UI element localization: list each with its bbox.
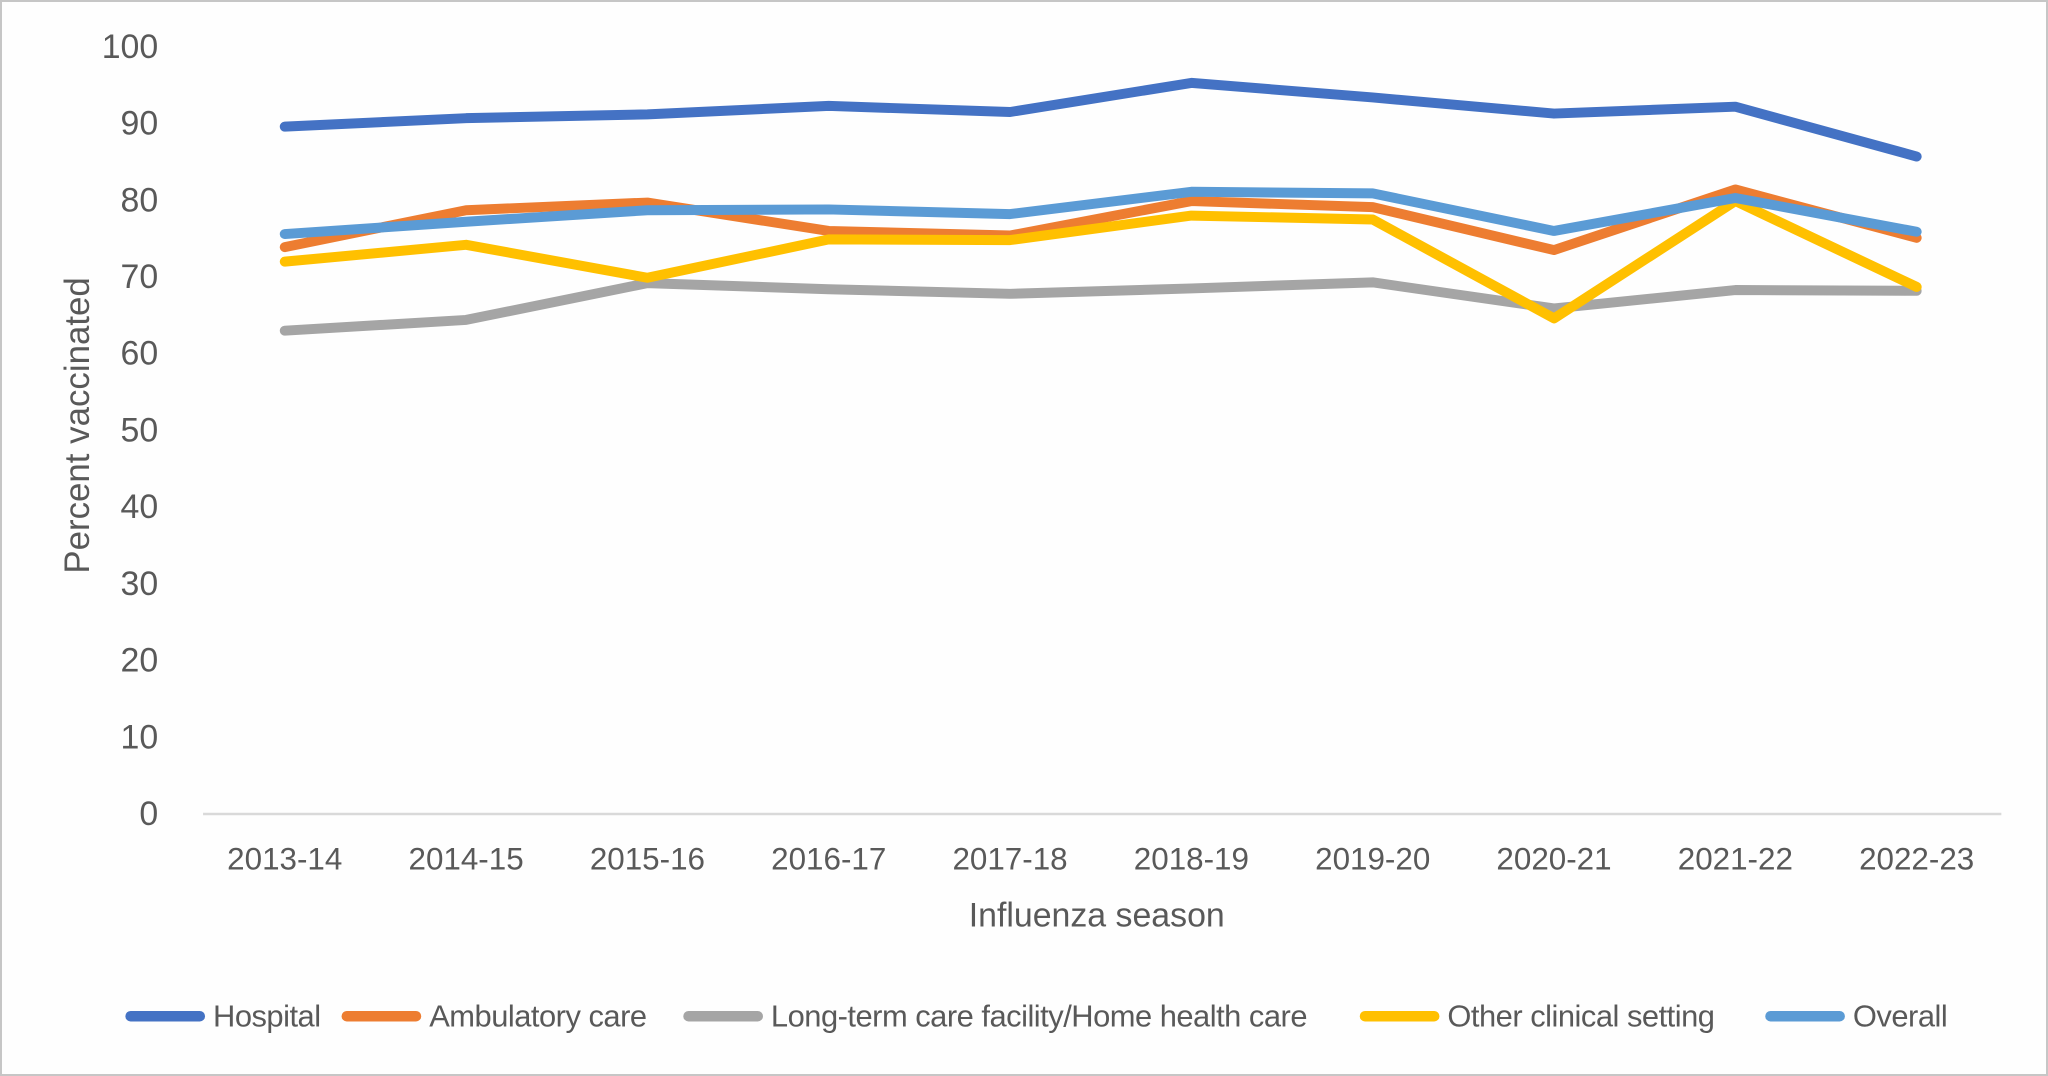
y-tick-label-50: 50 <box>121 411 159 449</box>
legend-swatch <box>683 1010 763 1022</box>
series-line-other-clinical-setting <box>279 196 1922 324</box>
x-tick-label-2015-16: 2015-16 <box>590 841 705 876</box>
x-tick-label-2017-18: 2017-18 <box>952 841 1067 876</box>
x-axis-tick-labels: 2013-14 2014-15 2015-16 2016-17 2017-18 2018-… <box>227 841 1974 876</box>
legend-swatch <box>125 1010 206 1022</box>
legend-item-overall: Overall <box>1765 999 1948 1034</box>
series-line-ambulatory-care <box>279 184 1922 256</box>
legend-label: Overall <box>1853 999 1947 1034</box>
x-tick-label-2018-19: 2018-19 <box>1134 841 1249 876</box>
x-tick-label-2019-20: 2019-20 <box>1315 841 1430 876</box>
x-axis-title: Influenza season <box>969 897 1225 935</box>
y-tick-label-30: 30 <box>121 565 159 603</box>
legend-swatch <box>1359 1010 1440 1022</box>
y-tick-label-60: 60 <box>121 335 159 373</box>
x-tick-label-2014-15: 2014-15 <box>409 841 524 876</box>
y-axis-tick-labels: 0 10 20 30 40 50 60 70 80 90 100 <box>102 28 159 833</box>
legend-item-ambulatory-care: Ambulatory care <box>341 999 647 1034</box>
y-tick-label-100: 100 <box>102 28 158 66</box>
series-line-long-term-care-facility-home-health-care <box>279 277 1922 336</box>
series-lines <box>279 77 1922 336</box>
y-axis-title: Percent vaccinated <box>58 277 97 573</box>
y-tick-label-70: 70 <box>121 258 159 296</box>
legend-swatch <box>1765 1010 1845 1022</box>
x-tick-label-2020-21: 2020-21 <box>1496 841 1611 876</box>
x-tick-label-2013-14: 2013-14 <box>227 841 342 876</box>
y-tick-label-90: 90 <box>121 105 159 143</box>
y-tick-label-80: 80 <box>121 181 159 219</box>
y-tick-label-10: 10 <box>121 718 159 756</box>
legend-label: Other clinical setting <box>1447 999 1714 1034</box>
legend-label: Ambulatory care <box>429 999 646 1034</box>
legend-swatch <box>341 1010 422 1022</box>
y-tick-label-0: 0 <box>139 795 158 833</box>
legend-item-other-clinical-setting: Other clinical setting <box>1359 999 1715 1034</box>
chart-legend: Hospital Ambulatory care Long-term care fa… <box>125 999 1948 1034</box>
x-tick-label-2016-17: 2016-17 <box>771 841 886 876</box>
legend-item-hospital: Hospital <box>125 999 321 1034</box>
y-tick-label-40: 40 <box>121 488 159 526</box>
series-line-overall <box>279 186 1922 240</box>
x-tick-label-2021-22: 2021-22 <box>1678 841 1793 876</box>
legend-label: Long-term care facility/Home health care <box>771 999 1307 1034</box>
x-tick-label-2022-23: 2022-23 <box>1859 841 1974 876</box>
legend-item-long-term-care-facility-home-health-care: Long-term care facility/Home health care <box>683 999 1308 1034</box>
legend-label: Hospital <box>213 999 321 1034</box>
series-line-hospital <box>279 77 1922 162</box>
y-tick-label-20: 20 <box>121 642 159 680</box>
